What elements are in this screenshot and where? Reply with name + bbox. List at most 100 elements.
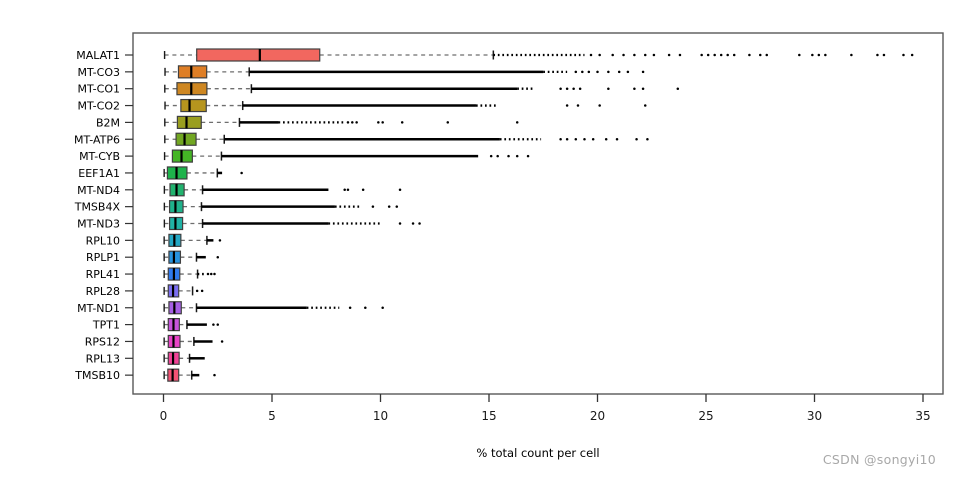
y-tick-label: MT-ND1	[77, 302, 120, 315]
outlier-dot	[798, 53, 801, 57]
outlier-dot	[611, 53, 614, 57]
outlier-dot	[633, 87, 636, 90]
y-tick-label: B2M	[96, 116, 120, 129]
outlier-dot	[641, 70, 645, 74]
y-tick-label: TPT1	[92, 319, 120, 332]
outlier-dot	[706, 53, 710, 57]
outlier-dot	[213, 373, 216, 377]
box	[196, 48, 321, 62]
outlier-dot	[446, 121, 450, 124]
outlier-dot	[572, 87, 575, 90]
outlier-dot	[216, 323, 219, 326]
y-tick-label: RPL41	[86, 268, 120, 281]
outlier-dot	[387, 205, 391, 208]
y-tick-label: EEF1A1	[78, 167, 120, 180]
outlier-dot	[398, 222, 402, 225]
outlier-dot	[364, 306, 367, 309]
outlier-dot	[218, 239, 222, 242]
gene-row-MT-CO1: MT-CO1	[77, 82, 680, 96]
outlier-dot	[515, 121, 519, 124]
y-tick-label: RPS12	[85, 335, 120, 348]
gene-row-RPL28: RPL28	[86, 284, 204, 298]
outlier-dot	[617, 70, 621, 74]
outlier-dot	[635, 138, 638, 141]
y-tick-label: RPL13	[86, 352, 120, 365]
outlier-dot	[817, 53, 821, 57]
outlier-dot	[574, 138, 578, 141]
y-tick-label: MT-CO1	[77, 83, 120, 96]
gene-row-RPL13: RPL13	[86, 351, 205, 365]
outlier-dot	[676, 87, 680, 90]
outlier-dot	[850, 53, 853, 57]
y-tick-label: MT-ATP6	[74, 133, 120, 146]
outlier-dot	[583, 138, 586, 141]
outlier-dot	[759, 53, 762, 57]
gene-row-RPS12: RPS12	[85, 334, 224, 348]
y-tick-label: RPLP1	[86, 251, 120, 264]
x-tick-label: 25	[698, 409, 713, 423]
outlier-dot	[559, 87, 562, 90]
outlier-dot	[411, 222, 415, 225]
outlier-dot	[726, 53, 729, 57]
x-tick-label: 30	[807, 409, 822, 423]
outlier-dot	[591, 138, 595, 141]
y-tick-label: MT-ND3	[77, 218, 120, 231]
gene-row-TPT1: TPT1	[92, 318, 219, 332]
gene-row-MT-ND3: MT-ND3	[77, 216, 421, 231]
gene-row-MT-CO2: MT-CO2	[77, 98, 647, 113]
outlier-dot	[209, 272, 213, 276]
x-tick-label: 20	[590, 409, 605, 423]
outlier-dot	[604, 138, 608, 141]
outlier-dot	[824, 53, 827, 57]
y-tick-label: TMSB4X	[74, 201, 121, 214]
outlier-dot	[587, 70, 591, 74]
outlier-dot	[876, 53, 879, 57]
gene-row-MT-CO3: MT-CO3	[77, 65, 645, 79]
outlier-dot	[598, 53, 601, 57]
outlier-dot	[700, 53, 703, 57]
outlier-dot	[598, 104, 601, 107]
outlier-dot	[882, 53, 886, 57]
outlier-dot	[240, 171, 243, 175]
x-axis-title: % total count per cell	[476, 446, 599, 460]
outlier-dot	[216, 255, 219, 259]
outlier-dot	[371, 205, 375, 208]
gene-row-MALAT1: MALAT1	[76, 48, 914, 62]
outlier-dot	[377, 121, 380, 124]
outlier-dot	[526, 154, 530, 158]
outlier-dot	[398, 188, 402, 192]
outlier-dot	[195, 289, 199, 293]
y-tick-label: MALAT1	[76, 49, 120, 62]
outlier-dot	[348, 306, 352, 309]
outlier-dot	[748, 53, 751, 57]
x-tick-label: 5	[268, 409, 276, 423]
y-tick-label: RPL10	[86, 234, 120, 247]
y-tick-label: MT-ND4	[77, 184, 120, 197]
watermark-text: CSDN @songyi10	[822, 452, 936, 467]
y-tick-label: TMSB10	[74, 369, 120, 382]
gene-row-TMSB10: TMSB10	[74, 368, 216, 382]
x-tick-label: 35	[915, 409, 930, 423]
outlier-dot	[346, 188, 350, 192]
outlier-dot	[910, 53, 914, 57]
outlier-dot	[395, 205, 399, 208]
outlier-dot	[381, 306, 384, 309]
outlier-dot	[565, 138, 569, 141]
outlier-dot	[667, 53, 671, 57]
box	[180, 98, 207, 113]
outlier-dot	[355, 121, 358, 124]
outlier-dot	[565, 87, 569, 90]
x-tick-label: 10	[373, 409, 388, 423]
outlier-dot	[607, 70, 610, 74]
box	[175, 132, 197, 146]
outlier-dot	[641, 87, 645, 90]
box	[177, 65, 208, 79]
outlier-dot	[220, 340, 224, 343]
y-tick-label: MT-CYB	[79, 150, 120, 163]
gene-row-RPLP1: RPLP1	[86, 250, 219, 264]
plot-frame	[132, 32, 944, 395]
outlier-dot	[576, 104, 580, 107]
outlier-dot	[765, 53, 769, 57]
outlier-dot	[496, 154, 499, 158]
